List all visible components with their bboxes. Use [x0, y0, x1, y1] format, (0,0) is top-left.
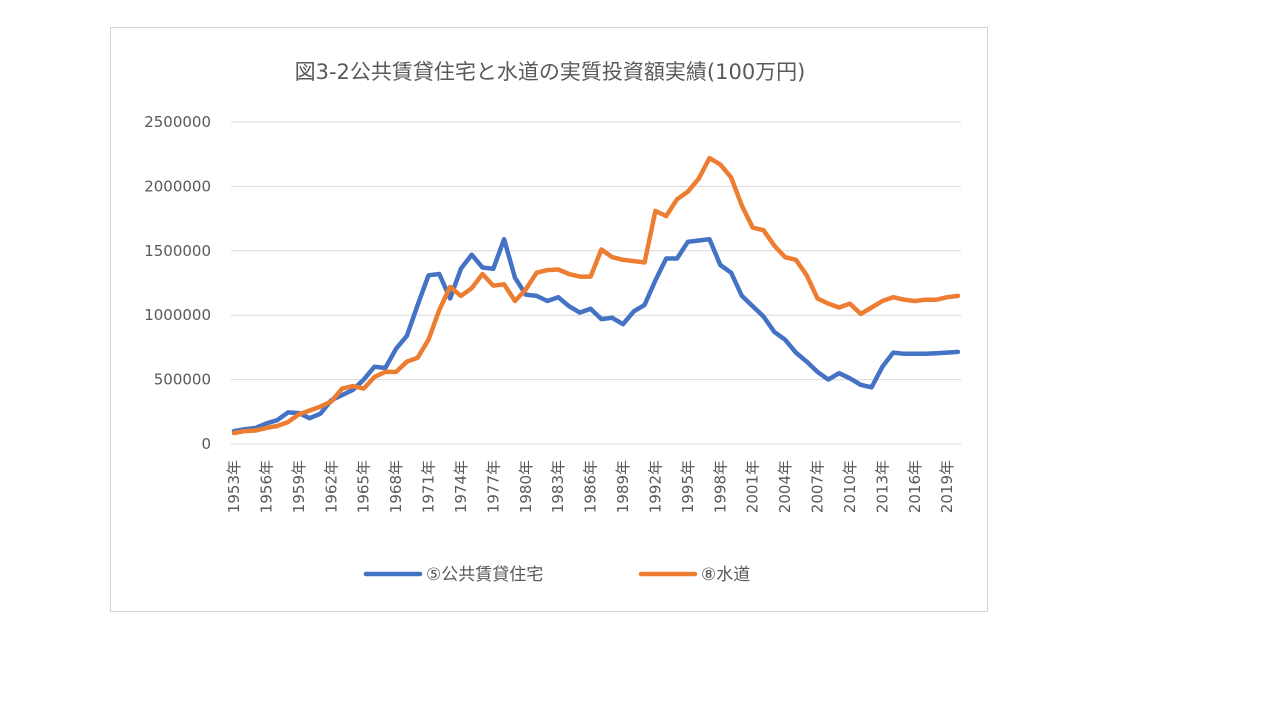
x-tick-label: 1953年: [225, 460, 243, 513]
x-tick-label: 2010年: [841, 460, 859, 513]
x-tick-label: 2016年: [906, 460, 924, 513]
y-tick-label: 1000000: [144, 306, 211, 324]
chart-title: 図3-2公共賃貸住宅と水道の実質投資額実績(100万円): [295, 60, 806, 84]
x-tick-label: 1974年: [452, 460, 470, 513]
x-tick-label: 2007年: [809, 460, 827, 513]
x-tick-label: 2001年: [744, 460, 762, 513]
x-tick-label: 2013年: [873, 460, 891, 513]
x-tick-label: 1995年: [679, 460, 697, 513]
y-tick-label: 1500000: [144, 242, 211, 260]
y-axis-ticks: 0 500000 1000000 1500000 2000000 2500000: [144, 113, 211, 453]
legend-label: ⑤公共賃貸住宅: [426, 565, 543, 585]
y-tick-label: 2000000: [144, 177, 211, 195]
y-tick-label: 0: [201, 435, 211, 453]
y-tick-label: 500000: [154, 371, 211, 389]
chart-container: 図3-2公共賃貸住宅と水道の実質投資額実績(100万円) 0 500000 1000…: [110, 27, 988, 612]
x-tick-label: 1956年: [257, 460, 275, 513]
x-tick-label: 1998年: [711, 460, 729, 513]
series-line-1: [231, 155, 961, 436]
x-tick-label: 1992年: [646, 460, 664, 513]
legend-label: ⑧水道: [701, 565, 750, 585]
x-tick-label: 2019年: [938, 460, 956, 513]
x-axis-ticks: 1953年 1956年 1959年 1962年 1965年 1968年 1971年 1974年…: [225, 460, 956, 513]
x-tick-label: 1959年: [290, 460, 308, 513]
x-tick-label: 1989年: [614, 460, 632, 513]
legend: ⑤公共賃貸住宅 ⑧水道: [363, 565, 750, 585]
x-tick-label: 1965年: [355, 460, 373, 513]
x-tick-label: 2004年: [776, 460, 794, 513]
x-tick-label: 1971年: [420, 460, 438, 513]
x-tick-label: 1968年: [387, 460, 405, 513]
y-tick-label: 2500000: [144, 113, 211, 131]
series-lines: [231, 155, 961, 436]
x-tick-label: 1980年: [517, 460, 535, 513]
x-tick-label: 1986年: [582, 460, 600, 513]
line-chart: 図3-2公共賃貸住宅と水道の実質投資額実績(100万円) 0 500000 1000…: [144, 60, 961, 585]
x-tick-label: 1983年: [549, 460, 567, 513]
x-tick-label: 1977年: [484, 460, 502, 513]
x-tick-label: 1962年: [322, 460, 340, 513]
